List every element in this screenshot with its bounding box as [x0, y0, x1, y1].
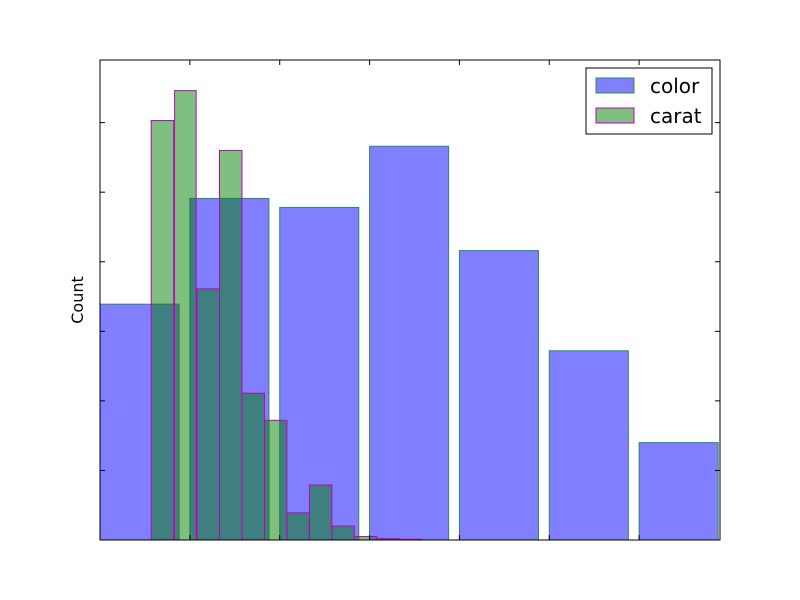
bar-carat-9 [331, 525, 355, 541]
plot-frame [99, 59, 721, 541]
legend-label-carat: carat [650, 104, 702, 128]
bar-carat-6 [263, 419, 288, 541]
bar-color-7 [638, 442, 719, 541]
bar-carat-3 [196, 288, 221, 541]
bar-color-3 [279, 206, 360, 541]
series-carat-bars [150, 90, 423, 541]
legend: color carat [585, 67, 713, 135]
bar-carat-1 [150, 120, 175, 541]
bar-carat-8 [308, 484, 333, 541]
bar-color-4 [369, 145, 450, 541]
legend-swatch-carat [595, 107, 635, 124]
bar-carat-7 [286, 512, 310, 541]
bar-carat-5 [241, 392, 265, 541]
bar-carat-4 [219, 149, 243, 541]
legend-label-color: color [650, 74, 700, 98]
bar-color-5 [458, 250, 539, 541]
bar-carat-10 [353, 536, 378, 541]
bar-color-6 [548, 350, 629, 541]
y-axis-label: Count [68, 276, 87, 324]
bar-carat-2 [174, 90, 197, 541]
legend-swatch-color [595, 77, 635, 94]
